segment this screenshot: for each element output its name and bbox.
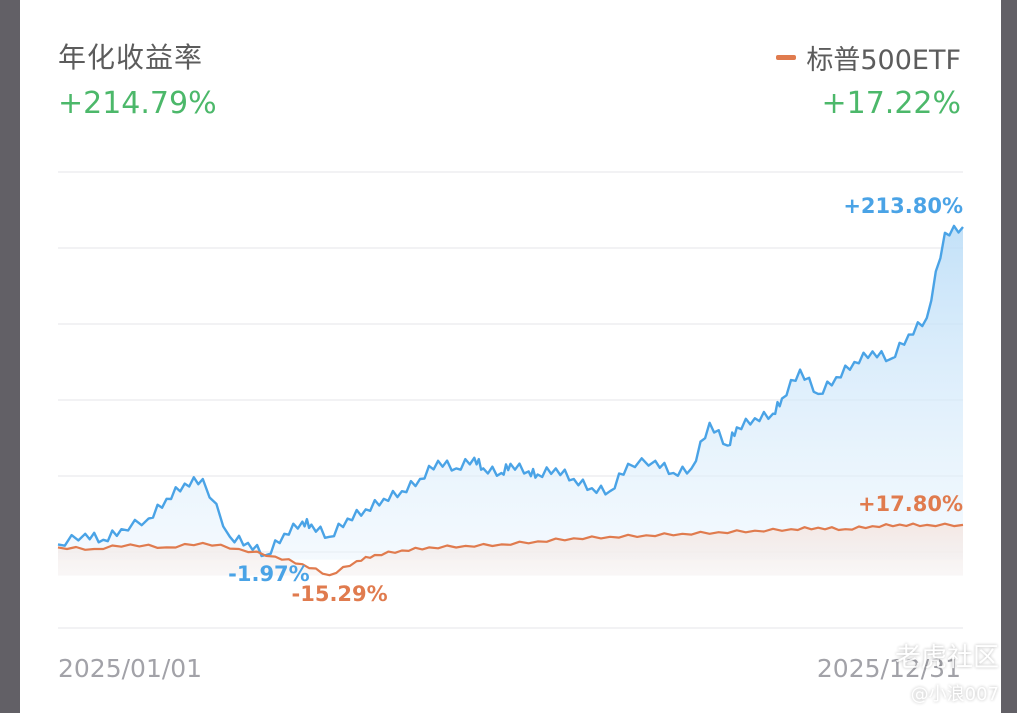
- annualized-return-title: 年化收益率: [58, 41, 204, 74]
- benchmark-return-value: +17.22%: [821, 86, 961, 121]
- benchmark-legend-label: 标普500ETF: [806, 45, 961, 76]
- data-label-1: -1.97%: [228, 562, 310, 586]
- benchmark-area: [58, 523, 963, 576]
- benchmark-line[interactable]: [57, 522, 964, 577]
- data-label-3: -15.29%: [292, 582, 388, 606]
- benchmark-legend[interactable]: 标普500ETF: [776, 38, 961, 77]
- x-axis-end-label: 2025/12/31: [816, 654, 961, 683]
- x-axis-start-label: 2025/01/01: [58, 654, 203, 683]
- portfolio-area: [58, 225, 963, 560]
- watermark-user: @小浪007: [910, 684, 999, 705]
- watermark-brand: 老虎社区: [894, 643, 999, 673]
- benchmark-legend-swatch: [776, 55, 797, 60]
- portfolio-line[interactable]: [57, 224, 964, 558]
- data-label-2: +17.80%: [858, 492, 963, 516]
- data-label-0: +213.80%: [843, 194, 963, 218]
- chart-card: 年化收益率 +214.79% 标普500ETF +17.22% 2025/01/…: [20, 0, 1001, 713]
- annualized-return-value: +214.79%: [58, 86, 217, 121]
